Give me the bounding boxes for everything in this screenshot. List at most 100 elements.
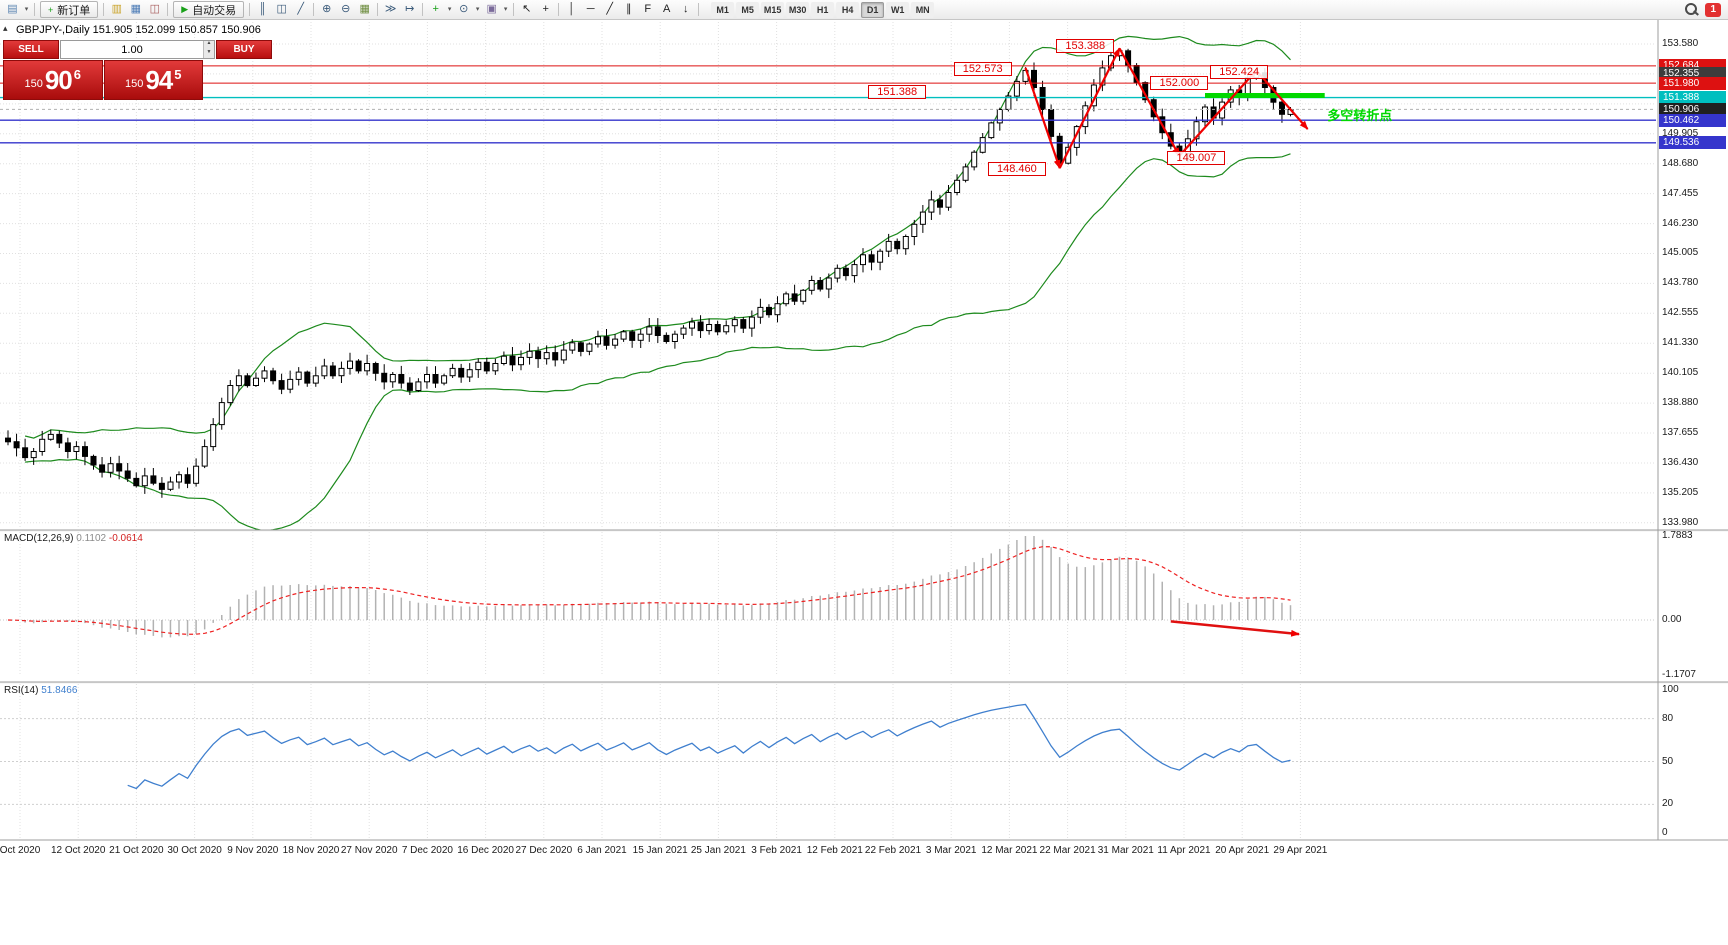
horizontal-line-icon[interactable]: ─	[586, 3, 595, 15]
buy-button[interactable]: BUY	[216, 40, 272, 59]
macd-name: MACD(12,26,9)	[4, 533, 74, 544]
zoom-out-icon[interactable]: ⊖	[341, 3, 351, 15]
data-window-icon[interactable]: ▦	[130, 3, 141, 15]
cursor-icon[interactable]: ↖	[522, 3, 532, 15]
date-axis-label: 22 Mar 2021	[1039, 845, 1096, 856]
fibonacci-icon[interactable]: F	[644, 3, 652, 15]
sell-button[interactable]: SELL	[3, 40, 59, 59]
sell-price-button[interactable]: 150 90 6	[3, 60, 103, 100]
price-annotation-label[interactable]: 151.388	[868, 85, 927, 100]
rsi-name: RSI(14)	[4, 685, 39, 696]
timeframe-M1[interactable]: M1	[711, 1, 735, 18]
date-axis-label: 12 Mar 2021	[981, 845, 1038, 856]
price-annotation-label[interactable]: 152.424	[1210, 64, 1269, 79]
toolbar-separator	[513, 3, 515, 16]
timeframe-H4[interactable]: H4	[836, 1, 860, 18]
toolbar-separator	[249, 3, 251, 16]
text-icon[interactable]: A	[663, 3, 671, 15]
auto-scroll-icon[interactable]: ≫	[384, 3, 397, 15]
price-axis-label: 146.230	[1662, 217, 1699, 229]
macd-trend-arrow[interactable]	[1170, 620, 1301, 637]
toolbar-separator	[422, 3, 424, 16]
timeframe-W1[interactable]: W1	[886, 1, 910, 18]
trend-zigzag-segment[interactable]	[1024, 67, 1061, 170]
zoom-in-icon[interactable]: ⊕	[322, 3, 332, 15]
price-axis-label: 149.905	[1662, 127, 1699, 139]
indicators-icon[interactable]: +	[432, 3, 439, 15]
arrows-icon[interactable]: ↓	[682, 3, 689, 15]
templates-icon[interactable]: ▣	[486, 3, 497, 15]
autotrade-button[interactable]: ▶ 自动交易	[173, 1, 245, 18]
toolbar-separator	[558, 3, 560, 16]
timeframe-M30[interactable]: M30	[786, 1, 810, 18]
price-axis-label: 140.105	[1662, 367, 1699, 379]
price-axis-label: 142.555	[1662, 307, 1699, 319]
lines-layer[interactable]	[0, 65, 1656, 144]
macd-scale-label: 1.7883	[1662, 530, 1693, 541]
price-annotation-label[interactable]: 148.460	[987, 161, 1046, 176]
volume-spinner[interactable]: ▲ ▼	[203, 41, 214, 58]
terminal-icon[interactable]: ◫	[149, 3, 160, 15]
crosshair-icon[interactable]: +	[542, 3, 549, 15]
tile-windows-icon[interactable]: ▦	[359, 3, 370, 15]
date-axis-label: 21 Oct 2020	[109, 845, 164, 856]
chart-shift-icon[interactable]: ↦	[405, 3, 415, 15]
line-chart-icon[interactable]: ╱	[297, 3, 304, 15]
timeframe-D1[interactable]: D1	[861, 1, 885, 18]
price-axis-label: 137.655	[1662, 427, 1699, 439]
autotrade-button-icon: ▶	[181, 4, 189, 14]
periods-icon[interactable]: ⊙	[459, 3, 469, 15]
indicators-caret-icon[interactable]: ▾	[447, 6, 452, 13]
trend-zigzag-segment[interactable]	[1058, 47, 1121, 169]
channel-icon[interactable]: ∥	[625, 3, 632, 15]
date-axis-label: 22 Feb 2021	[864, 845, 922, 856]
candlestick-chart-icon[interactable]: ◫	[276, 3, 287, 15]
sell-price-big: 90	[44, 64, 73, 95]
new-chart-caret-icon[interactable]: ▾	[24, 6, 29, 13]
price-axis-label: 133.980	[1662, 516, 1699, 528]
sell-price-prefix: 150	[24, 78, 43, 90]
notification-badge[interactable]: 1	[1705, 2, 1721, 17]
price-level-label: 150.906	[1659, 102, 1726, 116]
date-axis-label: 27 Nov 2020	[340, 845, 398, 856]
oneclick-collapse-icon[interactable]: ▴	[3, 23, 8, 33]
price-axis-label: 153.580	[1662, 38, 1699, 49]
macd-signal-line	[7, 546, 1291, 635]
new-order-button[interactable]: + 新订单	[40, 1, 99, 18]
price-axis-label: 143.780	[1662, 277, 1699, 289]
volume-field[interactable]: ▲ ▼	[60, 40, 215, 59]
macd-label: MACD(12,26,9) 0.1102 -0.0614	[4, 533, 143, 544]
buy-price-button[interactable]: 150 94 5	[103, 60, 203, 100]
draw-layer[interactable]	[1024, 47, 1325, 637]
market-watch-icon[interactable]: ▥	[111, 3, 122, 15]
trend-zigzag-segment[interactable]	[1118, 47, 1181, 157]
new-chart-icon[interactable]: ▤	[7, 3, 18, 15]
search-icon[interactable]	[1684, 2, 1699, 17]
buy-price-prefix: 150	[124, 78, 144, 90]
trend-zigzag-segment[interactable]	[1255, 69, 1309, 130]
timeframe-M15[interactable]: M15	[761, 1, 785, 18]
volume-down-icon[interactable]: ▼	[204, 49, 214, 58]
volume-up-icon[interactable]: ▲	[204, 41, 214, 50]
periods-caret-icon[interactable]: ▾	[475, 6, 480, 13]
price-annotation-label[interactable]: 152.000	[1150, 76, 1209, 91]
price-annotation-label[interactable]: 152.573	[953, 62, 1012, 77]
date-axis-label: 3 Mar 2021	[925, 845, 977, 856]
turning-point-note[interactable]: 多空转折点	[1327, 108, 1393, 124]
rsi-scale-label: 100	[1662, 684, 1679, 695]
trend-zigzag-segment[interactable]	[1178, 69, 1258, 157]
volume-input[interactable]	[61, 41, 203, 58]
new-order-button-label: 新订单	[57, 4, 91, 17]
toolbar-separator	[377, 3, 379, 16]
price-annotation-label[interactable]: 149.007	[1167, 150, 1226, 165]
templates-caret-icon[interactable]: ▾	[503, 6, 508, 13]
timeframe-MN[interactable]: MN	[911, 1, 935, 18]
timeframe-M5[interactable]: M5	[736, 1, 760, 18]
bar-chart-icon[interactable]: ║	[258, 3, 267, 15]
timeframe-H1[interactable]: H1	[811, 1, 835, 18]
price-annotation-label[interactable]: 153.388	[1056, 38, 1115, 53]
vertical-line-icon[interactable]: │	[568, 3, 576, 15]
trendline-icon[interactable]: ╱	[606, 3, 613, 15]
